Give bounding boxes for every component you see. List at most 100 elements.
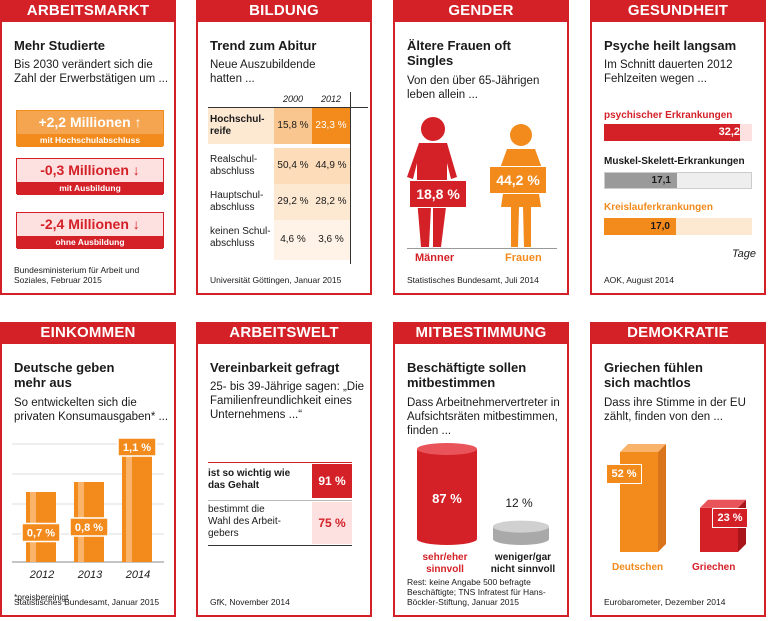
bar-value: 1,1 % <box>123 442 151 454</box>
category-header: MITBESTIMMUNG <box>393 322 569 344</box>
card-title: Ältere Frauen oft Singles <box>407 38 512 68</box>
value-cell: 91 % <box>312 464 352 498</box>
table-row: Realschul-abschluss 50,4 % 44,9 % <box>208 148 350 184</box>
card-title: Psyche heilt langsam <box>604 38 737 53</box>
unit-label: Tage <box>731 248 756 260</box>
value-label: -2,4 Millionen <box>40 216 129 232</box>
cell-value: 23,3 % <box>312 108 350 144</box>
card-gender: GENDER Ältere Frauen oft Singles Von den… <box>393 0 569 295</box>
bar-label: psychischer Erkrankungen <box>604 110 733 121</box>
democracy-chart <box>620 444 746 552</box>
card-title: Trend zum Abitur <box>210 38 317 53</box>
cylinder-1 <box>417 449 477 539</box>
baseline <box>407 248 557 249</box>
category-label: Deutschen <box>612 562 664 573</box>
card-subtitle: So entwickelten sich die privaten Konsum… <box>14 397 169 423</box>
cylinder-chart <box>417 443 549 545</box>
category-label: weniger/gar nicht sinnvoll <box>490 552 556 575</box>
card-subtitle: Im Schnitt dauerten 2012 Fehlzeiten wege… <box>604 59 733 85</box>
category-header: ARBEITSMARKT <box>0 0 176 22</box>
source-note: Universität Göttingen, Januar 2015 <box>210 275 342 285</box>
category-header: GESUNDHEIT <box>590 0 766 22</box>
change-box-ohne: -2,4 Millionen ↓ ohne Ausbildung <box>16 212 164 249</box>
table-row: Hochschul-reife 15,8 % 23,3 % <box>208 108 350 144</box>
value-badge-frauen: 44,2 % <box>489 166 547 194</box>
bar-value: 12 % <box>505 496 533 510</box>
card-einkommen: EINKOMMEN Deutsche geben mehr aus So ent… <box>0 322 176 617</box>
category-label: Männer <box>415 252 455 264</box>
table-rule <box>208 107 368 108</box>
category-header: BILDUNG <box>196 0 372 22</box>
card-bildung: BILDUNG Trend zum Abitur Neue Auszubilde… <box>196 0 372 295</box>
x-tick-label: 2014 <box>125 569 151 581</box>
card-title: Vereinbarkeit gefragt <box>210 360 340 375</box>
cell-value: 4,6 % <box>274 220 312 260</box>
table-divider <box>350 92 351 264</box>
bar-value: 32,2 <box>718 126 740 138</box>
category-header: DEMOKRATIE <box>590 322 766 344</box>
rule <box>208 462 352 463</box>
card-demokratie: DEMOKRATIE Griechen fühlen sich machtlos… <box>590 322 766 617</box>
card-subtitle: 25- bis 39-Jährige sagen: „Die Familienf… <box>210 381 365 421</box>
cell-value: 3,6 % <box>312 220 350 260</box>
card-subtitle: Bis 2030 verändert sich die Zahl der Erw… <box>14 59 169 85</box>
value-label: +2,2 Millionen <box>38 114 131 130</box>
card-mitbestimmung: MITBESTIMMUNG Beschäftigte sollen mitbes… <box>393 322 569 617</box>
cell-value: 44,9 % <box>312 148 350 184</box>
column-header: 2012 <box>320 94 342 104</box>
value-badge-maenner: 18,8 % <box>409 180 467 208</box>
row-label: Realschul-abschluss <box>210 154 258 177</box>
category-header: GENDER <box>393 0 569 22</box>
rule <box>208 545 352 546</box>
table-row: Hauptschul-abschluss 29,2 % 28,2 % <box>208 184 350 220</box>
cell-value: 29,2 % <box>274 184 312 220</box>
bar-label: Muskel-Skelett-Erkrankungen <box>604 156 745 167</box>
cylinder-bottom <box>417 533 477 545</box>
card-subtitle: Dass Arbeitnehmervertreter in Aufsichtsr… <box>407 397 560 437</box>
row-label: Hochschul-reife <box>210 114 265 137</box>
card-title: Deutsche geben mehr aus <box>14 360 115 390</box>
category-label: sehr/eher sinnvoll <box>422 552 468 575</box>
source-note: Eurobarometer, Dezember 2014 <box>604 597 726 607</box>
bar-track: 32,2 <box>604 124 752 141</box>
table-row: keinen Schul-abschluss 4,6 % 3,6 % <box>208 220 350 260</box>
bar-psyche <box>604 124 740 141</box>
consumption-chart: 0,7 % 0,8 % 1,1 % <box>12 437 164 563</box>
bar-top <box>620 444 666 452</box>
card-title: Griechen fühlen sich machtlos <box>604 360 703 390</box>
value-cell: 75 % <box>312 502 352 544</box>
x-tick-label: 2013 <box>77 569 103 581</box>
source-note: Statistisches Bundesamt, Juli 2014 <box>407 275 539 285</box>
source-note: Statistisches Bundesamt, Januar 2015 <box>14 597 160 607</box>
value-badge-griechen: 23 % <box>712 508 748 528</box>
category-label: Griechen <box>692 562 736 573</box>
cylinder-top <box>417 443 477 455</box>
source-note: AOK, August 2014 <box>604 275 674 285</box>
source-note: Bundesministerium für Arbeit und Soziale… <box>14 265 140 285</box>
card-gesundheit: GESUNDHEIT Psyche heilt langsam Im Schni… <box>590 0 766 295</box>
category-label: Frauen <box>505 252 542 264</box>
source-note: GfK, November 2014 <box>210 597 290 607</box>
category-label: mit Hochschulabschluss <box>17 134 163 147</box>
cell-value: 28,2 % <box>312 184 350 220</box>
bar-top <box>700 499 746 508</box>
bar-value: 17,0 <box>650 221 670 232</box>
card-arbeitsmarkt: ARBEITSMARKT Mehr Studierte Bis 2030 ver… <box>0 0 176 295</box>
bar-value: 0,8 % <box>75 522 103 534</box>
column-header: 2000 <box>282 94 304 104</box>
bar-value: 17,1 <box>651 175 671 186</box>
change-box-ausbildung: -0,3 Millionen ↓ mit Ausbildung <box>16 158 164 195</box>
bar-muskel <box>605 173 677 188</box>
card-subtitle: Von den über 65-Jährigen leben allein ..… <box>407 75 540 101</box>
bar-highlight <box>126 452 132 562</box>
row-label: Hauptschul-abschluss <box>210 190 264 213</box>
value-badge <box>117 437 157 457</box>
card-subtitle: Dass ihre Stimme in der EU zählt, finden… <box>604 397 746 423</box>
source-note: Rest: keine Angabe 500 befragte Beschäft… <box>407 577 546 607</box>
card-arbeitswelt: ARBEITSWELT Vereinbarkeit gefragt 25- bi… <box>196 322 372 617</box>
row-label: ist so wichtig wie das Gehalt <box>208 468 291 491</box>
x-tick-label: 2012 <box>29 569 55 581</box>
category-header: ARBEITSWELT <box>196 322 372 344</box>
row-label: keinen Schul-abschluss <box>210 226 271 249</box>
cylinder-top <box>493 520 549 533</box>
